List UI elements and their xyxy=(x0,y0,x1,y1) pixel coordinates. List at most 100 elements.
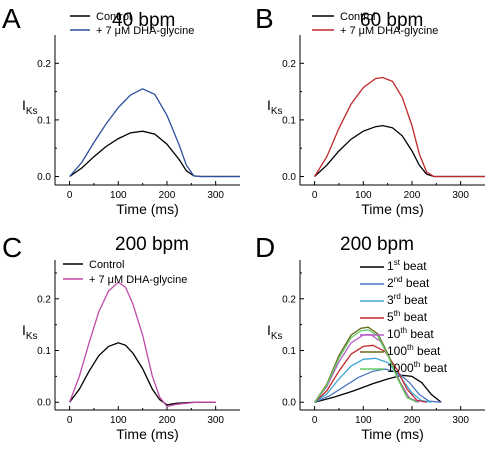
legend-label: 1st beat xyxy=(387,258,427,273)
legend-label-tail: beat xyxy=(400,310,427,324)
panel-title: 60 bpm xyxy=(360,10,423,31)
x-tick-label: 0 xyxy=(312,415,318,426)
x-tick-label: 300 xyxy=(452,415,469,426)
series-line xyxy=(68,281,216,408)
legend-label-tail: beat xyxy=(401,293,428,307)
legend-label: 3rd beat xyxy=(387,292,428,307)
legend-label-suffix: th xyxy=(394,309,401,318)
legend-label-number: 100 xyxy=(387,344,407,358)
y-tick-label: 0.1 xyxy=(37,346,51,357)
series-line xyxy=(314,344,427,403)
legend-label-tail: beat xyxy=(407,327,434,341)
y-axis-label-main: I xyxy=(22,97,26,113)
panel-letter: C xyxy=(2,232,22,263)
legend: Control + 7 μM DHA-glycine xyxy=(70,11,194,37)
legend-label: 100th beat xyxy=(387,343,441,358)
series-line xyxy=(69,88,240,178)
x-axis-label: Time (ms) xyxy=(116,201,178,217)
panel-title: 200 bpm xyxy=(115,234,189,255)
panel-title: 200 bpm xyxy=(340,234,414,255)
x-tick-label: 100 xyxy=(355,415,372,426)
legend-label: Control xyxy=(340,11,375,23)
legend-label-suffix: th xyxy=(400,326,407,335)
series-line xyxy=(314,124,485,178)
series-line xyxy=(314,374,442,403)
legend-label-number: 5 xyxy=(387,310,394,324)
x-tick-label: 0 xyxy=(67,415,73,426)
x-tick-label: 100 xyxy=(110,415,127,426)
x-tick-label: 100 xyxy=(355,190,372,201)
x-tick-label: 200 xyxy=(404,415,421,426)
panel-title: 40 bpm xyxy=(112,10,175,31)
legend-label: + 7 μM DHA-glycine xyxy=(89,274,187,286)
y-tick-label: 0.0 xyxy=(37,398,51,409)
panel-d: D 200 bpm 0 100 200 300 0.0 0.1 0.2 Time (ms) IKs 1… xyxy=(255,232,485,442)
y-axis-label-sub: Ks xyxy=(26,331,38,342)
legend-label: + 7 μM DHA-glycine xyxy=(340,25,438,37)
x-tick-label: 300 xyxy=(207,415,224,426)
series-line xyxy=(314,368,442,403)
legend-label: 10th beat xyxy=(387,326,434,341)
legend-label-suffix: st xyxy=(394,258,401,267)
legend-label: + 7 μM DHA-glycine xyxy=(96,25,194,37)
legend-label: 2nd beat xyxy=(387,275,430,290)
y-axis-label: IKs xyxy=(22,97,38,117)
legend-label-number: 1 xyxy=(387,259,394,273)
legend-label-number: 10 xyxy=(387,327,401,341)
x-tick-label: 200 xyxy=(404,190,421,201)
legend-label-number: 2 xyxy=(387,276,394,290)
legend-label-suffix: rd xyxy=(394,292,401,301)
panel-c: C 200 bpm 0 100 200 300 0.0 0.1 0.2 Time (ms) IKs C… xyxy=(2,232,240,442)
y-tick-label: 0.2 xyxy=(37,59,51,70)
legend-label-suffix: nd xyxy=(394,275,403,284)
x-tick-label: 200 xyxy=(159,415,176,426)
y-axis-label-sub: Ks xyxy=(271,331,283,342)
x-tick-label: 300 xyxy=(452,190,469,201)
y-tick-label: 0.1 xyxy=(282,115,296,126)
y-tick-label: 0.0 xyxy=(37,172,51,183)
legend: Control + 7 μM DHA-glycine xyxy=(312,11,438,37)
y-tick-label: 0.1 xyxy=(37,115,51,126)
series-line xyxy=(314,329,418,403)
x-axis-label: Time (ms) xyxy=(361,426,423,442)
y-axis-label-main: I xyxy=(22,322,26,338)
legend-label: 5th beat xyxy=(387,309,428,324)
y-axis-label: IKs xyxy=(267,322,283,342)
series-line xyxy=(314,76,485,178)
legend-label: 1000th beat xyxy=(387,360,448,375)
y-axis-label-sub: Ks xyxy=(26,106,38,117)
y-tick-label: 0.0 xyxy=(282,398,296,409)
y-axis-label-main: I xyxy=(267,97,271,113)
legend-label-number: 3 xyxy=(387,293,394,307)
y-axis-label: IKs xyxy=(22,322,38,342)
panel-letter: B xyxy=(255,3,274,34)
x-tick-label: 100 xyxy=(110,190,127,201)
y-tick-label: 0.2 xyxy=(282,59,296,70)
panel-a: A 40 bpm 0 100 200 300 0.0 0.1 0.2 Time (ms) IKs Co… xyxy=(2,3,240,217)
x-tick-label: 200 xyxy=(159,190,176,201)
legend-label-suffix: th xyxy=(407,343,414,352)
legend-label-tail: beat xyxy=(420,361,447,375)
legend-label: Control xyxy=(89,259,124,271)
y-tick-label: 0.0 xyxy=(282,172,296,183)
y-tick-label: 0.2 xyxy=(282,294,296,305)
y-axis-label: IKs xyxy=(267,97,283,117)
series-line xyxy=(69,342,216,406)
x-axis-label: Time (ms) xyxy=(361,201,423,217)
legend-label-tail: beat xyxy=(403,276,430,290)
x-tick-label: 0 xyxy=(312,190,318,201)
series-line xyxy=(69,130,240,178)
legend-label-suffix: th xyxy=(414,360,421,369)
panel-letter: A xyxy=(2,3,21,34)
y-axis-label-sub: Ks xyxy=(271,106,283,117)
x-tick-label: 300 xyxy=(207,190,224,201)
x-axis-label: Time (ms) xyxy=(116,426,178,442)
x-tick-label: 0 xyxy=(67,190,73,201)
y-tick-label: 0.2 xyxy=(37,294,51,305)
legend: Control + 7 μM DHA-glycine xyxy=(63,259,187,286)
panel-b: B 60 bpm 0 100 200 300 0.0 0.1 0.2 Time (ms) IKs Co… xyxy=(255,3,485,217)
panel-letter: D xyxy=(255,232,275,263)
y-axis-label-main: I xyxy=(267,322,271,338)
